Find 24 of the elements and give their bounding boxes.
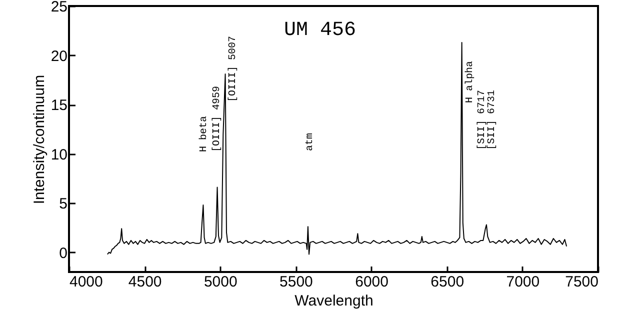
annotation: [SII] 6731 (486, 90, 498, 150)
annotation: atm (305, 132, 316, 151)
y-tick-label: 0 (59, 244, 68, 262)
x-tick-label: 6000 (355, 274, 388, 290)
x-tick-label: 4500 (128, 274, 162, 290)
y-tick-label: 10 (50, 146, 68, 164)
x-tick-label: 7000 (506, 274, 540, 290)
y-tick-label: 15 (50, 97, 68, 114)
x-tick-label: 7500 (565, 274, 598, 290)
y-tick-label: 25 (50, 0, 68, 16)
y-tick-label: 20 (50, 48, 68, 65)
x-tick-label: 4000 (70, 274, 103, 290)
y-tick-label: 5 (59, 196, 68, 213)
annotation: [SII] 6717 (476, 90, 488, 150)
annotation: [OIII] 4959 (211, 86, 223, 152)
annotation: H beta (198, 116, 210, 152)
y-axis-title: Intensity/continuum (30, 74, 48, 204)
annotation: [OIII] 5007 (227, 36, 239, 102)
x-axis-title: Wavelength (294, 292, 374, 310)
text: UM 456 (284, 19, 356, 42)
x-tick-label: 6500 (430, 274, 464, 290)
annotation: H alpha (464, 60, 476, 103)
x-tick-label: 5500 (280, 274, 313, 290)
x-tick-label: 5000 (204, 274, 238, 290)
